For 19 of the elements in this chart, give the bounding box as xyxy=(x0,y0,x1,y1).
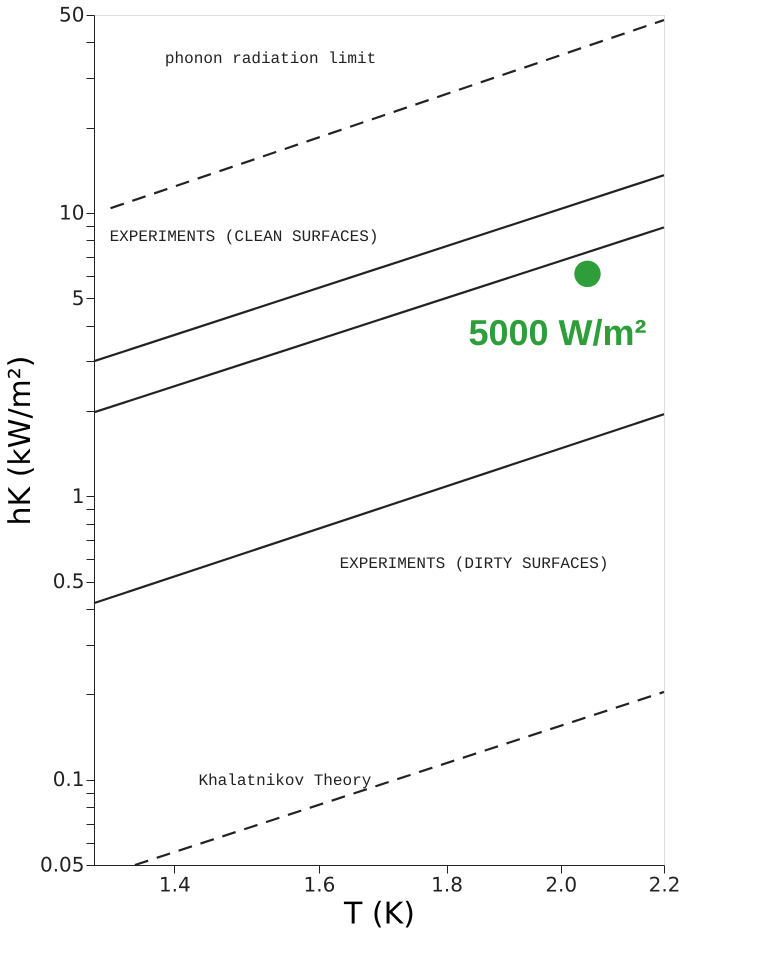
x-tick-label: 2.2 xyxy=(648,872,680,896)
y-tick-label: 10 xyxy=(59,200,84,225)
y-tick-label: 0.05 xyxy=(40,852,84,876)
y-tick-label: 5 xyxy=(72,286,84,310)
x-tick-label: 1.8 xyxy=(431,872,463,896)
x-axis-title: T (K) xyxy=(343,896,415,932)
y-tick-label: 1 xyxy=(72,484,84,508)
x-tick-label: 2.0 xyxy=(545,872,578,896)
y-tick-label: 50 xyxy=(59,2,84,26)
x-tick-label: 1.4 xyxy=(158,872,191,896)
series-label: Khalatnikov Theory xyxy=(198,772,372,790)
y-axis-title: hK (kW/m²) xyxy=(2,355,38,526)
series-label: EXPERIMENTS (DIRTY SURFACES) xyxy=(340,555,608,574)
y-tick-label: 0.5 xyxy=(52,569,84,594)
x-tick-label: 1.6 xyxy=(304,872,336,896)
series-label: 5000 W/m² xyxy=(468,312,647,353)
series-label: EXPERIMENTS (CLEAN SURFACES) xyxy=(110,228,378,246)
y-tick-label: 0.1 xyxy=(52,767,84,792)
text: phonon radiation limit xyxy=(164,50,376,68)
